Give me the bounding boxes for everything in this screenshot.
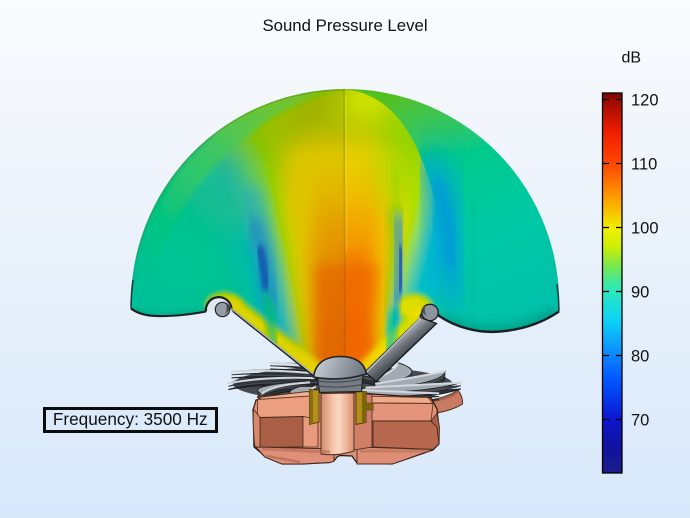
svg-text:120: 120 <box>631 91 659 109</box>
svg-text:80: 80 <box>631 347 649 365</box>
svg-text:100: 100 <box>631 219 659 237</box>
svg-text:dB: dB <box>622 50 642 67</box>
svg-text:110: 110 <box>631 155 657 173</box>
svg-text:90: 90 <box>631 283 649 301</box>
svg-text:70: 70 <box>631 411 649 429</box>
